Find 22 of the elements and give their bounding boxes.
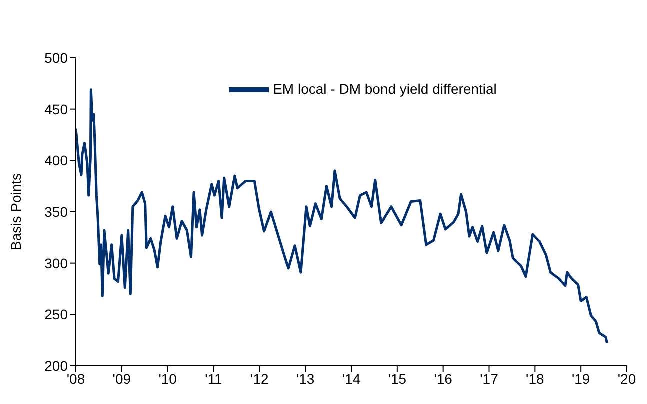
x-tick-label: '10: [158, 370, 178, 387]
x-tick-label: '09: [112, 370, 132, 387]
y-tick-label: 500: [44, 50, 68, 66]
x-tick-label: '16: [434, 370, 453, 387]
x-tick-label: '19: [572, 370, 590, 387]
x-tick-label: '18: [526, 370, 544, 387]
x-tick-label: '15: [388, 370, 407, 387]
y-tick-label: 300: [44, 255, 68, 272]
x-tick-label: '08: [66, 370, 86, 387]
x-tick-label: '13: [296, 370, 315, 387]
y-tick-label: 200: [44, 358, 68, 374]
y-tick-label: 450: [44, 101, 68, 118]
y-tick-label: 250: [44, 306, 68, 323]
legend-label: EM local - DM bond yield differential: [273, 81, 497, 98]
y-tick-label: 350: [44, 204, 68, 220]
x-tick-label: '17: [480, 370, 499, 387]
x-tick-label: '20: [618, 370, 636, 387]
y-tick-label: 400: [44, 152, 68, 169]
x-tick-label: '11: [205, 370, 223, 387]
x-tick-label: '14: [342, 370, 361, 387]
y-axis-title: Basis Points: [8, 173, 24, 251]
x-tick-label: '12: [250, 370, 269, 387]
